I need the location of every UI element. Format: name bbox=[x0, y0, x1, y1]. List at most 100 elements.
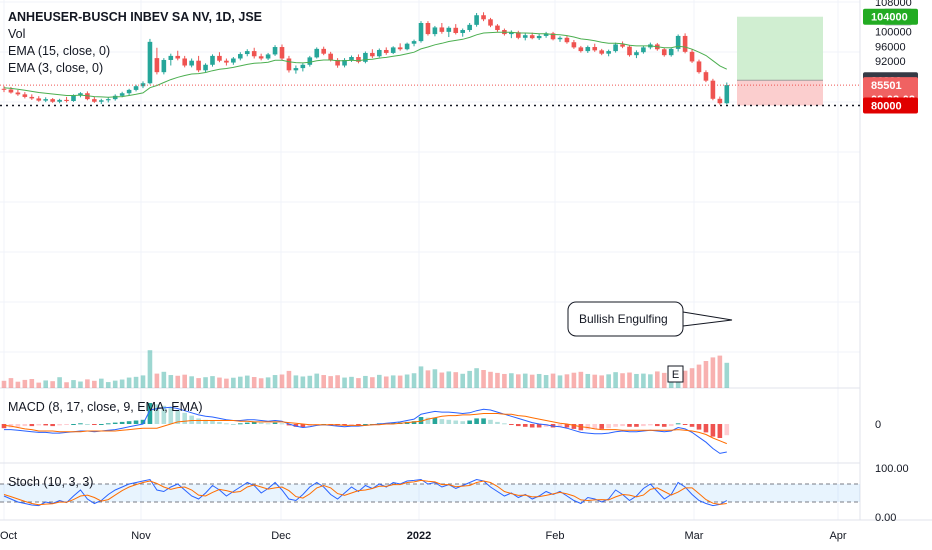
volume-bar bbox=[425, 370, 431, 388]
stoch-band bbox=[0, 484, 860, 502]
volume-bar bbox=[383, 376, 389, 388]
macd-histogram-bar bbox=[418, 417, 424, 424]
candle-body bbox=[300, 64, 306, 69]
volume-bar bbox=[342, 377, 347, 388]
ema15-legend[interactable]: EMA (15, close, 0) bbox=[8, 44, 111, 58]
macd-histogram-bar bbox=[481, 418, 486, 424]
volume-bar bbox=[210, 376, 215, 388]
volume-bar bbox=[404, 374, 410, 388]
bullish-engulfing-callout[interactable]: Bullish Engulfing bbox=[567, 301, 733, 337]
candle-body bbox=[682, 35, 688, 52]
volume-bar bbox=[613, 372, 618, 388]
volume-bar bbox=[710, 357, 716, 388]
volume-bar bbox=[529, 374, 535, 388]
callout-box[interactable] bbox=[567, 301, 684, 337]
loss-zone[interactable] bbox=[737, 80, 823, 106]
long-position-zones[interactable] bbox=[737, 16, 823, 106]
volume-bar bbox=[634, 373, 639, 388]
candle-body bbox=[599, 50, 604, 54]
volume-bar bbox=[300, 376, 306, 388]
volume-bar bbox=[279, 374, 285, 388]
symbol-title[interactable]: ANHEUSER-BUSCH INBEV SA NV, 1D, JSE bbox=[8, 10, 262, 24]
volume-bar bbox=[377, 374, 382, 388]
volume-bar bbox=[557, 375, 563, 388]
volume-bar bbox=[370, 377, 375, 388]
volume-bar bbox=[140, 375, 146, 388]
volume-bar bbox=[592, 374, 598, 388]
candle-body bbox=[592, 47, 598, 51]
macd-histogram-bar bbox=[140, 419, 146, 424]
volume-bar bbox=[585, 373, 591, 388]
candle-body bbox=[536, 35, 542, 39]
macd-histogram-bar bbox=[15, 424, 21, 427]
macd-histogram-bar bbox=[641, 424, 646, 427]
macd-histogram-bar bbox=[689, 424, 695, 427]
macd-histogram-bar bbox=[710, 424, 716, 437]
candle-body bbox=[453, 27, 459, 33]
candle-body bbox=[696, 61, 702, 73]
macd-histogram-bar bbox=[495, 421, 500, 424]
candle-body bbox=[439, 27, 445, 32]
volume-bar bbox=[99, 378, 104, 388]
price-axis-label: 100000 bbox=[875, 27, 912, 39]
volume-bar bbox=[105, 382, 111, 388]
macd-histogram-bar bbox=[467, 420, 472, 424]
candle-body bbox=[154, 58, 160, 73]
macd-histogram-bar bbox=[342, 424, 347, 426]
profit-zone[interactable] bbox=[737, 16, 823, 81]
volume-bar bbox=[474, 368, 479, 388]
macd-histogram-bar bbox=[717, 424, 723, 438]
candle-body bbox=[328, 53, 333, 60]
candle-body bbox=[196, 60, 201, 71]
macd-histogram-bar bbox=[29, 424, 35, 427]
macd-legend[interactable]: MACD (8, 17, close, 9, EMA, EMA) bbox=[8, 400, 203, 414]
stop-badge bbox=[863, 97, 918, 114]
candle-body bbox=[217, 55, 222, 61]
macd-histogram-bar bbox=[300, 424, 306, 428]
macd-histogram-bar bbox=[251, 421, 257, 424]
volume-bar bbox=[36, 382, 42, 388]
time-axis-label: Apr bbox=[829, 530, 846, 542]
macd-histogram-bar bbox=[349, 424, 354, 425]
macd-histogram-bar bbox=[1, 424, 7, 429]
time-axis-label: 2022 bbox=[407, 530, 431, 542]
vol-legend[interactable]: Vol bbox=[8, 27, 26, 41]
volume-bar bbox=[467, 370, 472, 388]
macd-histogram-bar bbox=[488, 419, 493, 424]
volume-bar bbox=[22, 379, 28, 388]
candle-body bbox=[383, 49, 389, 53]
stoch-legend[interactable]: Stoch (10, 3, 3) bbox=[8, 475, 94, 489]
candle-body bbox=[446, 27, 452, 32]
volume-bar bbox=[224, 378, 229, 388]
candle-body bbox=[92, 99, 97, 102]
volume-bar bbox=[724, 362, 730, 388]
volume-bar bbox=[258, 378, 264, 388]
macd-histogram-bar bbox=[196, 418, 201, 424]
candle-body bbox=[390, 47, 396, 53]
volume-bar bbox=[328, 376, 333, 388]
macd-histogram-bar bbox=[356, 424, 361, 425]
candle-body bbox=[286, 58, 292, 71]
candle-body bbox=[661, 49, 667, 56]
macd-histogram-bar bbox=[599, 424, 604, 429]
time-axis-label: Mar bbox=[685, 530, 704, 542]
volume-bar bbox=[50, 381, 55, 388]
volume-bar bbox=[349, 376, 354, 388]
ema3-legend[interactable]: EMA (3, close, 0) bbox=[8, 61, 104, 75]
time-axis-label: Feb bbox=[546, 530, 565, 542]
volume-bar bbox=[335, 375, 340, 388]
volume-bar bbox=[495, 372, 500, 388]
candle-body bbox=[488, 19, 493, 26]
volume-bar bbox=[133, 376, 139, 388]
volume-bar bbox=[78, 381, 83, 388]
volume-bar bbox=[168, 375, 174, 388]
macd-histogram-bar bbox=[71, 424, 76, 425]
candle-body bbox=[397, 47, 403, 50]
candle-body bbox=[182, 58, 187, 66]
candle-body bbox=[571, 42, 577, 48]
macd-histogram-bar bbox=[265, 423, 271, 425]
candlesticks bbox=[1, 12, 730, 105]
candle-body bbox=[516, 32, 521, 38]
candle-body bbox=[8, 89, 14, 93]
